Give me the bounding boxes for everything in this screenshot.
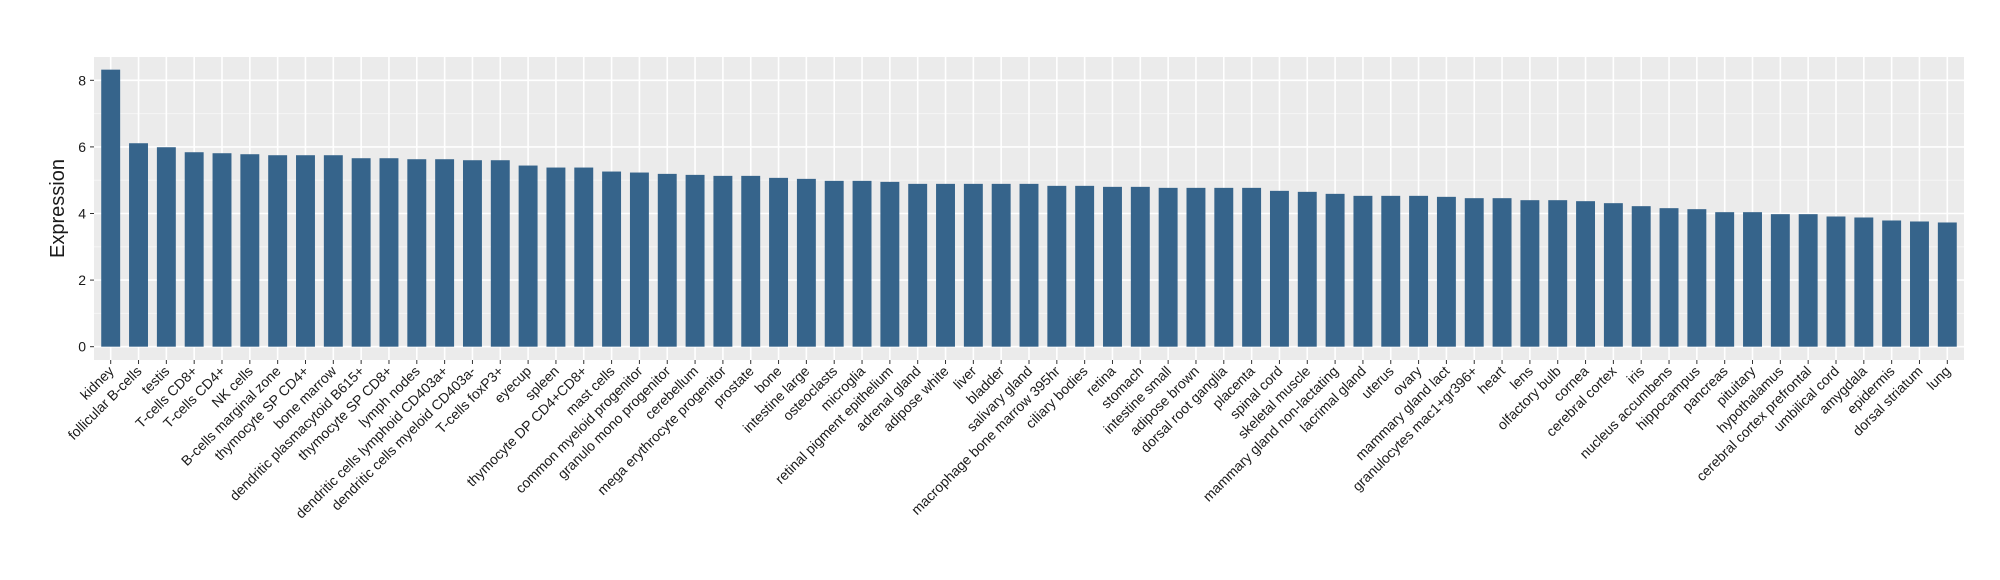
bar-4 bbox=[212, 153, 232, 347]
bar-66 bbox=[1937, 222, 1957, 347]
bar-57 bbox=[1687, 209, 1707, 347]
bar-56 bbox=[1659, 208, 1679, 347]
bar-54 bbox=[1603, 203, 1623, 347]
bar-63 bbox=[1854, 217, 1874, 347]
bar-64 bbox=[1882, 220, 1902, 347]
bar-20 bbox=[657, 173, 677, 347]
bar-33 bbox=[1019, 183, 1039, 347]
bar-27 bbox=[852, 180, 872, 347]
bar-44 bbox=[1325, 193, 1345, 347]
bar-35 bbox=[1075, 185, 1095, 347]
bar-11 bbox=[407, 159, 427, 347]
bar-38 bbox=[1158, 187, 1178, 347]
bar-61 bbox=[1798, 214, 1818, 347]
bar-0 bbox=[101, 69, 121, 347]
bar-51 bbox=[1520, 200, 1540, 347]
bar-52 bbox=[1548, 200, 1568, 347]
bar-29 bbox=[908, 183, 928, 347]
bar-40 bbox=[1214, 187, 1234, 347]
bar-9 bbox=[351, 158, 371, 347]
bar-30 bbox=[936, 183, 955, 347]
bar-37 bbox=[1130, 186, 1150, 347]
bar-59 bbox=[1743, 212, 1762, 347]
bar-15 bbox=[518, 165, 538, 347]
y-tick-label: 6 bbox=[78, 139, 86, 155]
bar-13 bbox=[462, 160, 482, 347]
bar-24 bbox=[769, 177, 789, 347]
bar-55 bbox=[1631, 206, 1651, 347]
bar-7 bbox=[296, 155, 315, 347]
bar-14 bbox=[490, 160, 510, 347]
bar-49 bbox=[1464, 198, 1484, 347]
bar-48 bbox=[1436, 196, 1456, 347]
bar-23 bbox=[741, 175, 761, 347]
bar-18 bbox=[602, 171, 622, 347]
bar-25 bbox=[796, 178, 816, 347]
bar-62 bbox=[1826, 216, 1846, 347]
bar-46 bbox=[1381, 195, 1401, 347]
y-axis: 0 2 4 6 8 bbox=[78, 72, 94, 355]
bar-43 bbox=[1297, 191, 1317, 347]
bar-6 bbox=[268, 155, 288, 347]
bar-34 bbox=[1047, 185, 1067, 347]
bar-10 bbox=[379, 158, 399, 347]
bar-53 bbox=[1576, 201, 1596, 347]
bar-21 bbox=[685, 174, 705, 347]
bar-42 bbox=[1269, 190, 1289, 347]
y-tick-label: 0 bbox=[78, 339, 86, 355]
bar-58 bbox=[1715, 212, 1735, 347]
bar-12 bbox=[435, 159, 455, 347]
bar-26 bbox=[824, 180, 844, 347]
bar-2 bbox=[156, 147, 176, 347]
x-tick-label: heart bbox=[1474, 363, 1508, 397]
x-tick-label: uterus bbox=[1358, 363, 1397, 402]
bar-39 bbox=[1186, 187, 1206, 347]
y-axis-title: Expression bbox=[47, 159, 69, 258]
bars bbox=[101, 69, 1957, 347]
bar-5 bbox=[240, 154, 260, 347]
bar-45 bbox=[1353, 195, 1373, 347]
y-tick-label: 4 bbox=[78, 205, 86, 221]
bar-60 bbox=[1770, 214, 1790, 347]
y-tick-label: 2 bbox=[78, 272, 86, 288]
bar-1 bbox=[129, 143, 148, 347]
y-tick-label: 8 bbox=[78, 72, 86, 88]
bar-31 bbox=[963, 183, 983, 347]
x-tick-label: lung bbox=[1923, 363, 1953, 393]
bar-8 bbox=[323, 155, 343, 347]
bar-28 bbox=[880, 181, 900, 347]
bar-32 bbox=[991, 183, 1011, 347]
bar-41 bbox=[1242, 187, 1262, 347]
bar-50 bbox=[1492, 198, 1512, 347]
bar-22 bbox=[713, 175, 733, 347]
bar-36 bbox=[1103, 186, 1122, 347]
bar-65 bbox=[1910, 221, 1929, 347]
bar-19 bbox=[629, 172, 649, 347]
bar-16 bbox=[546, 167, 566, 347]
bar-3 bbox=[184, 152, 204, 347]
bar-17 bbox=[574, 167, 594, 347]
bar-47 bbox=[1409, 195, 1429, 347]
